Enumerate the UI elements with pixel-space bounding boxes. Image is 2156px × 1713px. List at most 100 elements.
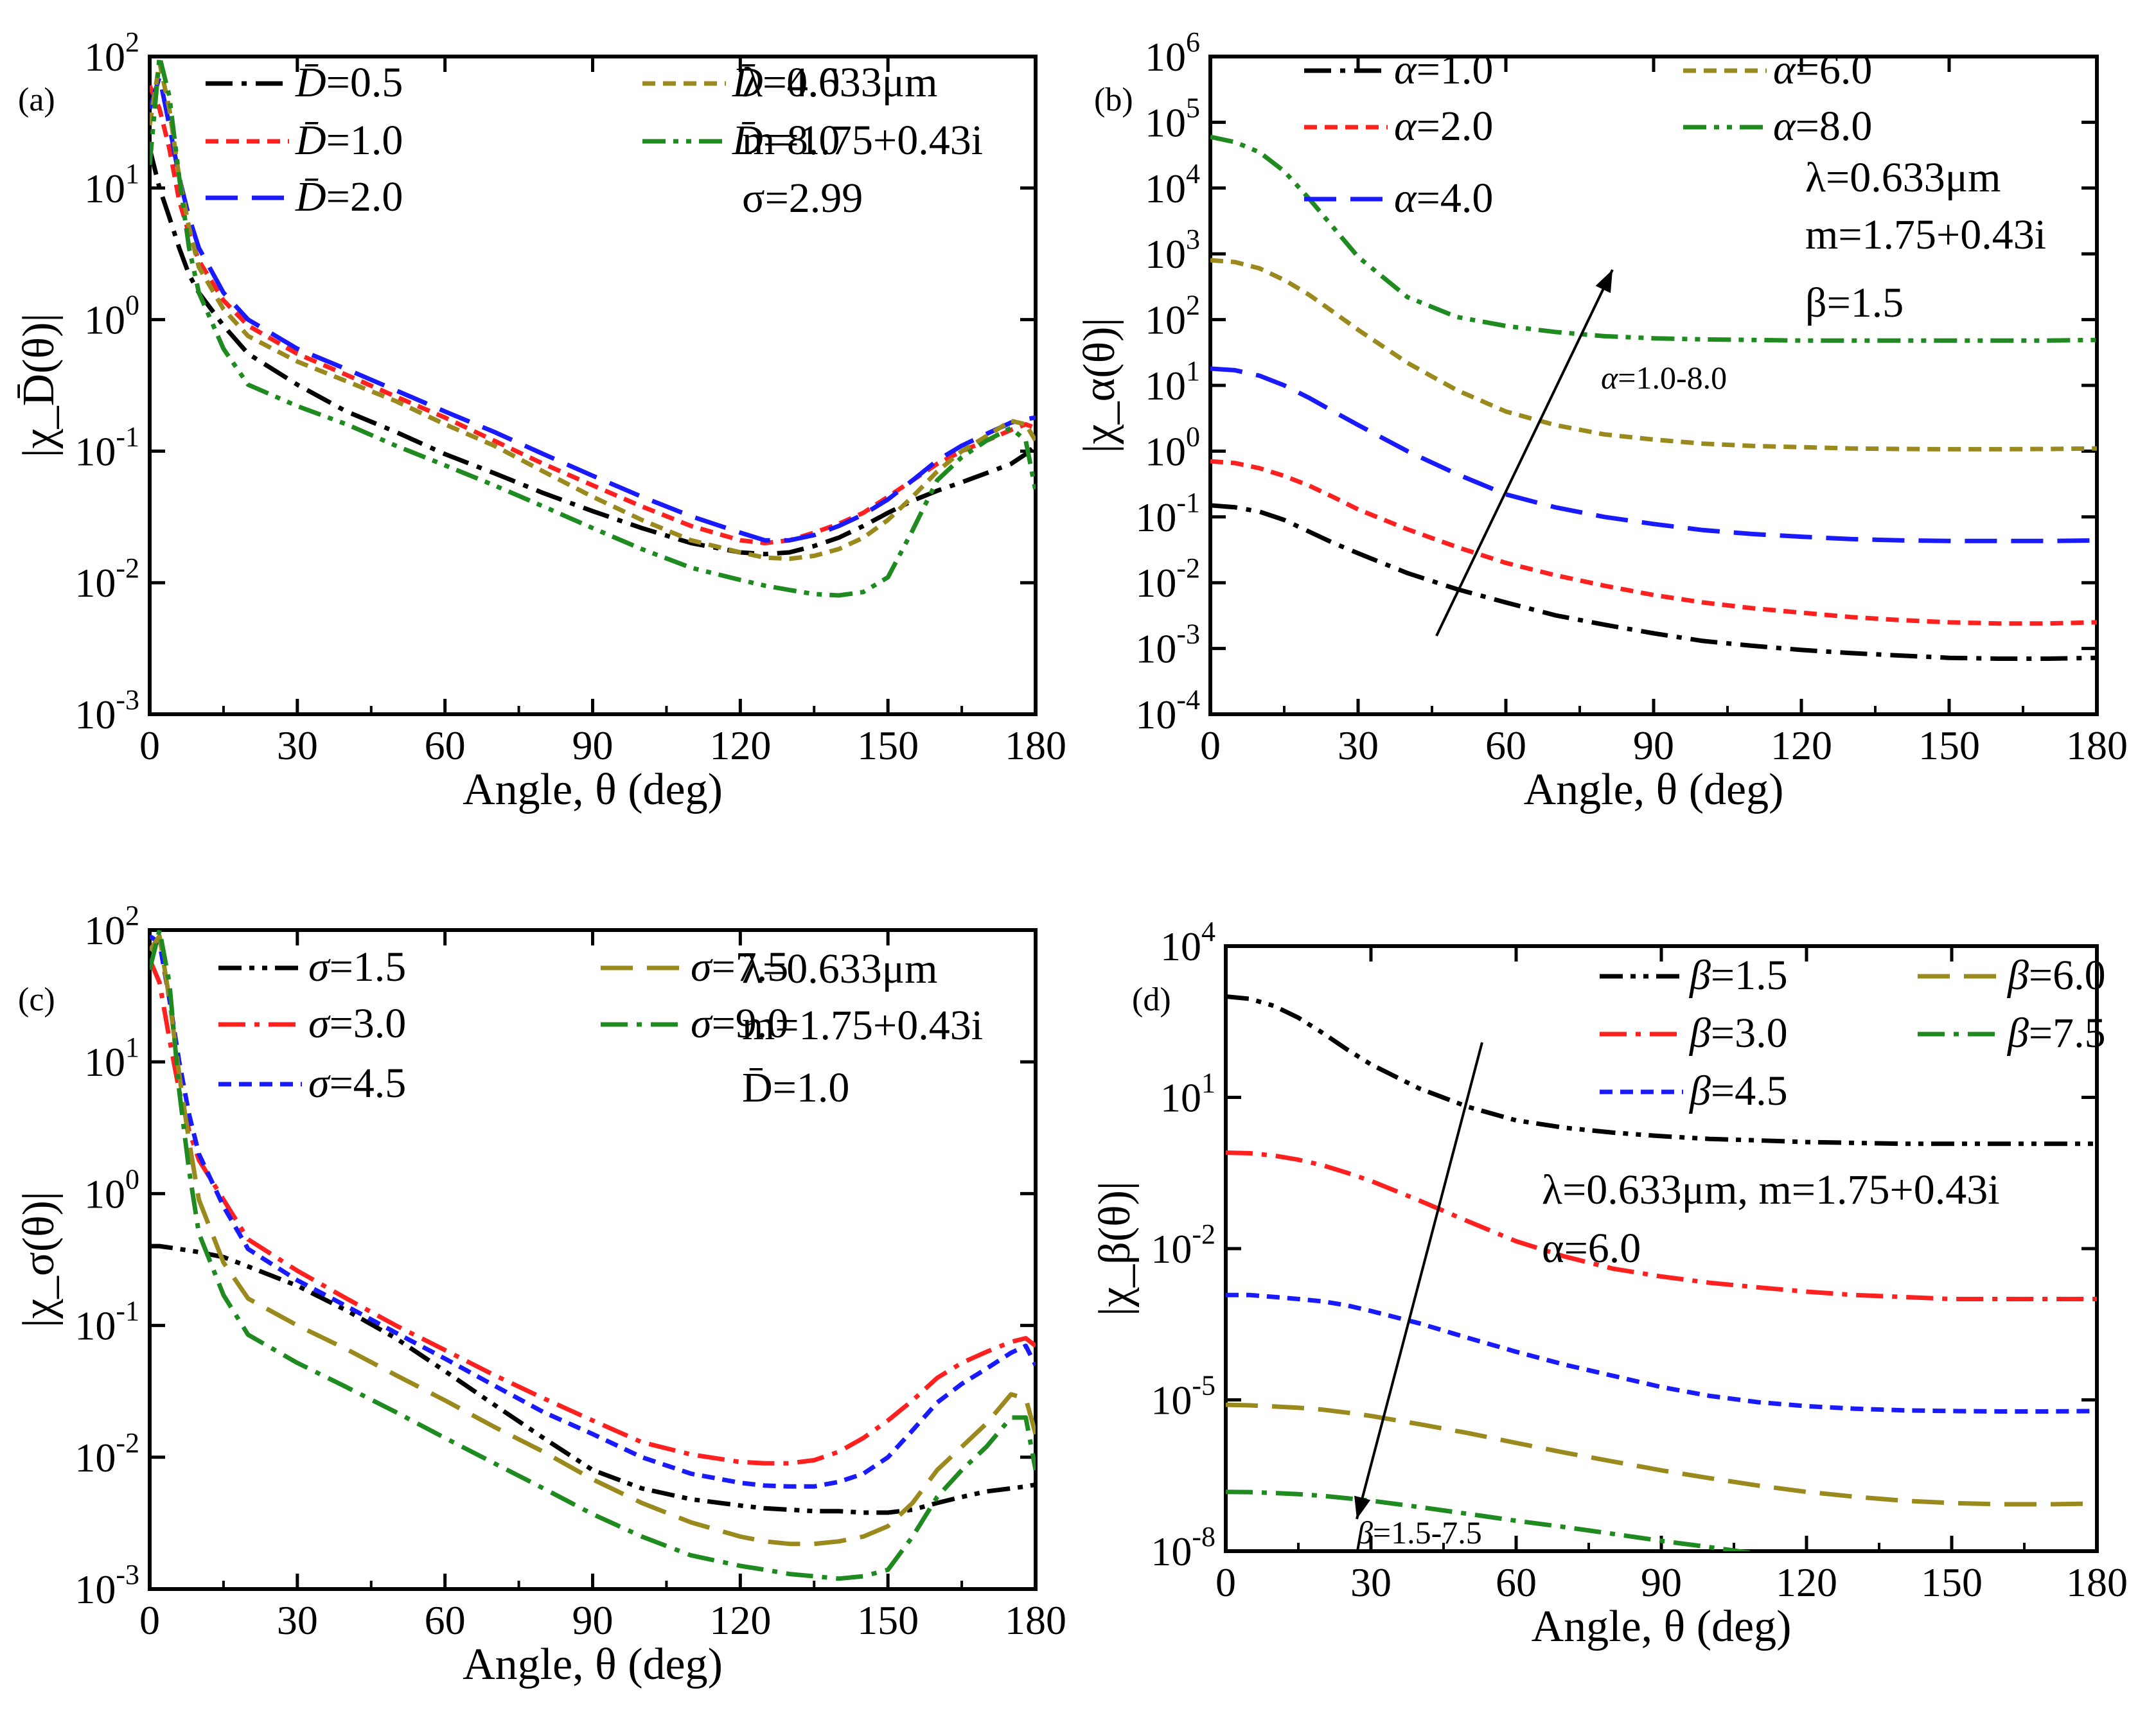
legend-label-5: β=7.5 [2006, 1010, 2106, 1057]
x-tick-label: 120 [1776, 1559, 1837, 1605]
x-tick-label: 0 [1215, 1559, 1236, 1605]
legend-label-3: α=4.0 [1394, 175, 1493, 222]
y-tick-label: 10-1 [75, 421, 139, 474]
series-line-5 [150, 57, 1036, 598]
x-tick-label: 90 [572, 1597, 614, 1643]
legend-label-4: D̄=4.0 [732, 59, 840, 106]
x-tick-label: 120 [709, 1597, 771, 1643]
y-tick-label: 105 [1145, 92, 1200, 145]
legend-label-3: β=4.5 [1688, 1067, 1788, 1114]
x-tick-label: 0 [1200, 723, 1221, 768]
legend-label-5: α=8.0 [1773, 103, 1872, 150]
y-tick-label: 100 [84, 290, 139, 343]
x-axis-label: Angle, θ (deg) [1532, 1602, 1792, 1651]
annotation-3: σ=2.99 [742, 175, 863, 222]
chart-panel-d: 0 30 60 90 120 150 180 104 101 10-2 10-5 10-8 Angle,… [1090, 916, 2128, 1651]
trend-arrow-shaft [1435, 269, 1614, 637]
x-tick-label: 30 [277, 1597, 318, 1643]
trend-arrow-label: α=1.0-8.0 [1601, 360, 1727, 396]
x-tick-label: 60 [1496, 1559, 1537, 1605]
y-tick-label: 104 [1160, 916, 1215, 969]
y-tick-label: 100 [84, 1163, 139, 1217]
x-tick-label: 60 [425, 1597, 466, 1643]
legend-label-3: D̄=2.0 [295, 173, 403, 220]
x-tick-label: 90 [1641, 1559, 1682, 1605]
x-tick-label: 150 [857, 723, 919, 768]
y-tick-label: 103 [1145, 224, 1200, 277]
y-tick-label: 102 [1145, 290, 1200, 343]
series-line-3 [150, 934, 1036, 1489]
series-line-4 [1210, 258, 2097, 452]
series-line-1 [150, 1243, 1036, 1515]
legend-label-2: α=2.0 [1394, 103, 1493, 150]
y-tick-label: 101 [84, 158, 139, 211]
y-tick-label: 102 [84, 26, 139, 80]
series-line-3 [1210, 366, 2097, 543]
panel-tag: (a) [18, 82, 55, 118]
x-tick-label: 60 [425, 723, 466, 768]
y-tick-label: 104 [1145, 158, 1200, 211]
y-tick-label: 10-8 [1151, 1521, 1215, 1574]
plot-frame [1224, 944, 2099, 1553]
y-tick-label: 10-4 [1135, 684, 1200, 737]
legend-label-1: β=1.5 [1688, 952, 1788, 999]
series-line-4 [150, 60, 1036, 561]
chart-panel-b: 0 30 60 90 120 150 180 106 105 104 103 102 101 100 10-… [1075, 26, 2128, 814]
y-tick-label: 10-3 [75, 684, 139, 737]
legend-label-4: α=6.0 [1773, 46, 1872, 93]
trend-arrow-label: β=1.5-7.5 [1356, 1515, 1482, 1550]
y-axis-label: |χ_D̄(θ)| [14, 313, 64, 458]
series-line-3 [150, 75, 1036, 543]
x-tick-label: 180 [2066, 723, 2128, 768]
chart-panel-c: 0 30 60 90 120 150 180 102 101 100 10-1 10-2 10-3 Ang… [14, 900, 1066, 1689]
series-line-1 [1226, 994, 2097, 1146]
chart-panel-a: 0 30 60 90 120 150 180 102 101 100 10-1 10-2 10-3 Ang… [14, 26, 1066, 814]
legend-label-4: β=6.0 [2006, 952, 2106, 999]
series-line-1 [150, 148, 1036, 557]
x-tick-label: 180 [1005, 723, 1066, 768]
x-tick-label: 30 [1338, 723, 1379, 768]
legend-label-2: D̄=1.0 [295, 117, 403, 164]
annotation-2: α=6.0 [1542, 1225, 1641, 1272]
annotation-1: λ=0.633μm [742, 59, 937, 106]
legend-label-1: α=1.0 [1394, 46, 1493, 93]
annotation-2: m=1.75+0.43i [742, 1002, 983, 1049]
panel-tag: (c) [18, 981, 55, 1018]
legend-label-1: D̄=0.5 [295, 59, 403, 106]
trend-arrow-head [1354, 1495, 1371, 1519]
x-tick-label: 180 [2066, 1559, 2128, 1605]
y-tick-label: 10-2 [1151, 1218, 1215, 1272]
legend-label-2: σ=3.0 [308, 1000, 406, 1047]
annotation-2: m=1.75+0.43i [1805, 211, 2046, 258]
y-tick-label: 10-3 [1135, 619, 1200, 672]
panel-tag: (b) [1094, 82, 1133, 118]
x-tick-label: 90 [1633, 723, 1674, 768]
x-tick-label: 0 [139, 1597, 160, 1643]
series-line-4 [150, 933, 1036, 1547]
x-tick-label: 30 [1350, 1559, 1392, 1605]
y-tick-label: 106 [1145, 26, 1200, 80]
legend-label-1: σ=1.5 [308, 944, 406, 990]
y-tick-label: 101 [1160, 1067, 1215, 1121]
y-tick-label: 101 [1145, 355, 1200, 408]
series-line-2 [150, 958, 1036, 1466]
series-line-2 [150, 85, 1036, 545]
series-line-5 [150, 930, 1036, 1581]
annotation-1: λ=0.633μm, m=1.75+0.43i [1542, 1166, 2000, 1213]
y-axis-label: |χ_σ(θ)| [14, 1191, 64, 1328]
x-tick-label: 30 [277, 723, 318, 768]
x-tick-label: 90 [572, 723, 614, 768]
series-line-3 [1226, 1292, 2097, 1414]
y-tick-label: 10-3 [75, 1559, 139, 1612]
series-line-5 [1210, 134, 2097, 343]
trend-arrow-shaft [1356, 1042, 1483, 1520]
panel-tag: (d) [1132, 981, 1171, 1018]
x-tick-label: 150 [1921, 1559, 1983, 1605]
series-line-4 [1226, 1402, 2097, 1507]
series-line-5 [1226, 1489, 1754, 1551]
annotation-1: λ=0.633μm [742, 945, 937, 992]
y-axis-label: |χ_β(θ)| [1090, 1181, 1140, 1316]
y-tick-label: 100 [1145, 421, 1200, 474]
y-tick-label: 10-2 [75, 1427, 139, 1480]
